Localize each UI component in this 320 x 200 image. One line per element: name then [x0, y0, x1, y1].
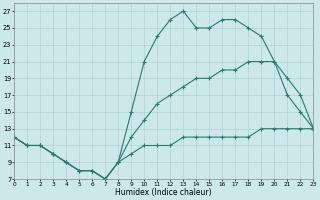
X-axis label: Humidex (Indice chaleur): Humidex (Indice chaleur) [116, 188, 212, 197]
